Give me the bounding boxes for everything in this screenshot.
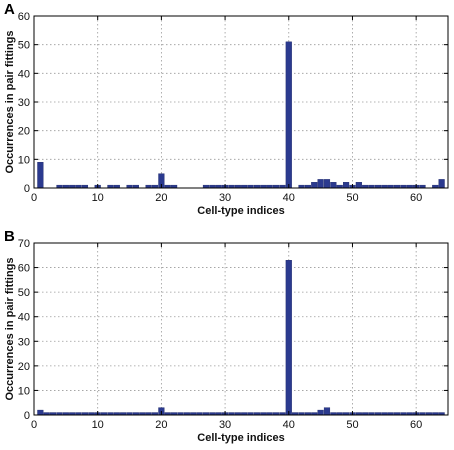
- bar: [355, 182, 362, 189]
- panel-label: B: [4, 228, 15, 245]
- y-tick-label: 0: [24, 410, 30, 422]
- x-tick-label: 50: [346, 192, 358, 204]
- chart-panel-a: 0 10 20 30 40 50 60 0 10 20 30 40 50 60 Cell-type indi…: [4, 1, 449, 217]
- y-tick-label: 20: [18, 361, 30, 373]
- y-tick-label: 40: [18, 68, 30, 80]
- x-tick-label: 20: [155, 192, 167, 204]
- y-tick-label: 10: [18, 385, 30, 397]
- x-tick-label: 0: [31, 419, 37, 431]
- bar: [285, 41, 292, 189]
- x-tick-label: 40: [283, 419, 295, 431]
- x-tick-label: 60: [410, 419, 422, 431]
- y-tick-label: 60: [18, 263, 30, 275]
- x-axis-label: Cell-type indices: [197, 432, 284, 444]
- y-tick-label: 0: [24, 183, 30, 195]
- y-tick-label: 30: [18, 97, 30, 109]
- bar: [285, 260, 292, 416]
- x-tick-label: 50: [346, 419, 358, 431]
- bar: [311, 182, 318, 189]
- x-axis-label: Cell-type indices: [197, 205, 284, 217]
- y-tick-label: 60: [18, 11, 30, 23]
- bar: [323, 407, 331, 416]
- axes-frame: [33, 15, 449, 189]
- bar: [438, 179, 445, 189]
- x-tick-label: 10: [92, 192, 104, 204]
- y-tick-label: 40: [18, 312, 30, 324]
- bar: [323, 179, 331, 189]
- y-tick-label: 30: [18, 336, 30, 348]
- panel-label: A: [4, 1, 15, 18]
- x-tick-label: 0: [31, 192, 37, 204]
- y-tick-label: 20: [18, 126, 30, 138]
- bar: [317, 409, 324, 416]
- axes-frame: [33, 242, 449, 416]
- y-tick-label: 50: [18, 40, 30, 52]
- bar: [317, 179, 324, 189]
- bar: [343, 182, 350, 189]
- x-tick-label: 10: [92, 419, 104, 431]
- y-tick-label: 70: [18, 238, 30, 250]
- bar: [37, 409, 44, 416]
- y-tick-label: 50: [18, 287, 30, 299]
- x-tick-label: 60: [410, 192, 422, 204]
- y-axis-label: Occurrences in pair fittings: [4, 30, 16, 173]
- y-tick-label: 10: [18, 154, 30, 166]
- x-tick-label: 40: [283, 192, 295, 204]
- x-tick-label: 30: [219, 419, 231, 431]
- y-axis-label: Occurrences in pair fittings: [4, 257, 16, 400]
- chart-panel-b: 0 10 20 30 40 50 60 0 10 20 30 40 50 60 70 Cell-type in…: [4, 228, 449, 444]
- bar: [330, 182, 337, 189]
- x-tick-label: 30: [219, 192, 231, 204]
- bar: [37, 161, 44, 189]
- x-tick-label: 20: [155, 419, 167, 431]
